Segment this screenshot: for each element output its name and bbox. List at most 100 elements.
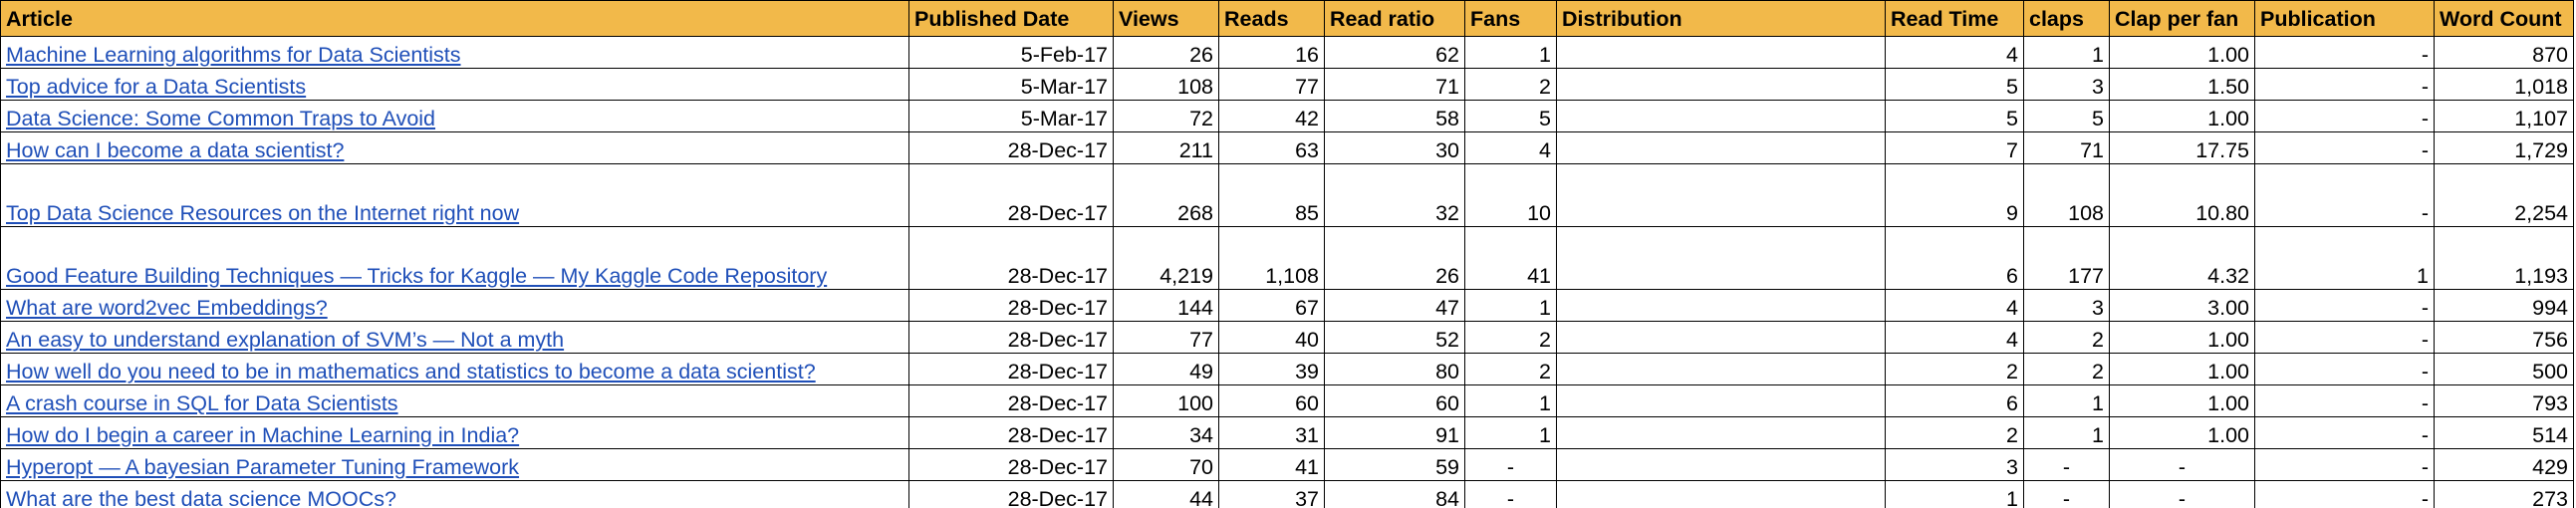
read-ratio-cell[interactable]: 60 — [1324, 384, 1465, 417]
views-cell[interactable]: 70 — [1113, 448, 1219, 481]
read-ratio-cell[interactable]: 84 — [1324, 480, 1465, 508]
reads-cell[interactable]: 42 — [1218, 100, 1325, 132]
claps-cell[interactable]: 5 — [2023, 100, 2110, 132]
published-date-cell[interactable]: 28-Dec-17 — [908, 226, 1114, 290]
publication-cell[interactable]: 1 — [2254, 226, 2435, 290]
views-cell[interactable]: 144 — [1113, 289, 1219, 322]
distribution-cell[interactable] — [1556, 448, 1886, 481]
published-date-cell[interactable]: 28-Dec-17 — [908, 416, 1114, 449]
distribution-cell[interactable] — [1556, 289, 1886, 322]
distribution-cell[interactable] — [1556, 384, 1886, 417]
reads-cell[interactable]: 63 — [1218, 131, 1325, 164]
read-ratio-cell[interactable]: 30 — [1324, 131, 1465, 164]
read-ratio-cell[interactable]: 59 — [1324, 448, 1465, 481]
article-link[interactable]: An easy to understand explanation of SVM… — [6, 328, 565, 352]
views-cell[interactable]: 100 — [1113, 384, 1219, 417]
distribution-cell[interactable] — [1556, 226, 1886, 290]
read-time-cell[interactable]: 2 — [1885, 416, 2024, 449]
column-header-read-ratio[interactable]: Read ratio — [1324, 0, 1465, 37]
publication-cell[interactable]: - — [2254, 448, 2435, 481]
column-header-read-time[interactable]: Read Time — [1885, 0, 2024, 37]
column-header-clap-per-fan[interactable]: Clap per fan — [2109, 0, 2255, 37]
published-date-cell[interactable]: 28-Dec-17 — [908, 321, 1114, 354]
fans-cell[interactable]: - — [1464, 480, 1557, 508]
clap-per-fan-cell[interactable]: 3.00 — [2109, 289, 2255, 322]
word-count-cell[interactable]: 514 — [2434, 416, 2574, 449]
reads-cell[interactable]: 16 — [1218, 36, 1325, 69]
article-link[interactable]: How well do you need to be in mathematic… — [6, 360, 816, 383]
views-cell[interactable]: 77 — [1113, 321, 1219, 354]
word-count-cell[interactable]: 1,729 — [2434, 131, 2574, 164]
views-cell[interactable]: 108 — [1113, 68, 1219, 101]
publication-cell[interactable]: - — [2254, 68, 2435, 101]
fans-cell[interactable]: 1 — [1464, 36, 1557, 69]
published-date-cell[interactable]: 28-Dec-17 — [908, 480, 1114, 508]
publication-cell[interactable]: - — [2254, 289, 2435, 322]
publication-cell[interactable]: - — [2254, 131, 2435, 164]
article-link[interactable]: A crash course in SQL for Data Scientist… — [6, 391, 398, 415]
clap-per-fan-cell[interactable]: - — [2109, 448, 2255, 481]
distribution-cell[interactable] — [1556, 416, 1886, 449]
distribution-cell[interactable] — [1556, 163, 1886, 227]
fans-cell[interactable]: 2 — [1464, 321, 1557, 354]
column-header-word-count[interactable]: Word Count — [2434, 0, 2574, 37]
read-time-cell[interactable]: 3 — [1885, 448, 2024, 481]
fans-cell[interactable]: 2 — [1464, 353, 1557, 385]
read-time-cell[interactable]: 5 — [1885, 68, 2024, 101]
clap-per-fan-cell[interactable]: 17.75 — [2109, 131, 2255, 164]
word-count-cell[interactable]: 429 — [2434, 448, 2574, 481]
read-ratio-cell[interactable]: 58 — [1324, 100, 1465, 132]
read-time-cell[interactable]: 2 — [1885, 353, 2024, 385]
claps-cell[interactable]: 1 — [2023, 384, 2110, 417]
published-date-cell[interactable]: 5-Mar-17 — [908, 68, 1114, 101]
views-cell[interactable]: 268 — [1113, 163, 1219, 227]
claps-cell[interactable]: 1 — [2023, 36, 2110, 69]
word-count-cell[interactable]: 1,193 — [2434, 226, 2574, 290]
word-count-cell[interactable]: 273 — [2434, 480, 2574, 508]
fans-cell[interactable]: 1 — [1464, 416, 1557, 449]
read-time-cell[interactable]: 6 — [1885, 384, 2024, 417]
views-cell[interactable]: 4,219 — [1113, 226, 1219, 290]
column-header-article[interactable]: Article — [0, 0, 909, 37]
column-header-publication[interactable]: Publication — [2254, 0, 2435, 37]
published-date-cell[interactable]: 28-Dec-17 — [908, 384, 1114, 417]
clap-per-fan-cell[interactable]: 1.00 — [2109, 384, 2255, 417]
read-time-cell[interactable]: 7 — [1885, 131, 2024, 164]
distribution-cell[interactable] — [1556, 321, 1886, 354]
word-count-cell[interactable]: 994 — [2434, 289, 2574, 322]
reads-cell[interactable]: 39 — [1218, 353, 1325, 385]
published-date-cell[interactable]: 28-Dec-17 — [908, 131, 1114, 164]
clap-per-fan-cell[interactable]: 1.00 — [2109, 36, 2255, 69]
article-link[interactable]: Top advice for a Data Scientists — [6, 75, 307, 99]
views-cell[interactable]: 72 — [1113, 100, 1219, 132]
distribution-cell[interactable] — [1556, 131, 1886, 164]
clap-per-fan-cell[interactable]: 1.00 — [2109, 321, 2255, 354]
column-header-distribution[interactable]: Distribution — [1556, 0, 1886, 37]
read-time-cell[interactable]: 6 — [1885, 226, 2024, 290]
claps-cell[interactable]: - — [2023, 480, 2110, 508]
views-cell[interactable]: 49 — [1113, 353, 1219, 385]
distribution-cell[interactable] — [1556, 36, 1886, 69]
read-ratio-cell[interactable]: 32 — [1324, 163, 1465, 227]
read-time-cell[interactable]: 4 — [1885, 36, 2024, 69]
reads-cell[interactable]: 60 — [1218, 384, 1325, 417]
claps-cell[interactable]: 71 — [2023, 131, 2110, 164]
article-link[interactable]: Good Feature Building Techniques — Trick… — [6, 264, 828, 288]
claps-cell[interactable]: 2 — [2023, 353, 2110, 385]
reads-cell[interactable]: 1,108 — [1218, 226, 1325, 290]
read-ratio-cell[interactable]: 80 — [1324, 353, 1465, 385]
published-date-cell[interactable]: 5-Feb-17 — [908, 36, 1114, 69]
read-ratio-cell[interactable]: 47 — [1324, 289, 1465, 322]
column-header-views[interactable]: Views — [1113, 0, 1219, 37]
reads-cell[interactable]: 37 — [1218, 480, 1325, 508]
publication-cell[interactable]: - — [2254, 321, 2435, 354]
claps-cell[interactable]: 108 — [2023, 163, 2110, 227]
read-time-cell[interactable]: 4 — [1885, 321, 2024, 354]
article-link[interactable]: Hyperopt — A bayesian Parameter Tuning F… — [6, 455, 520, 479]
claps-cell[interactable]: 2 — [2023, 321, 2110, 354]
reads-cell[interactable]: 40 — [1218, 321, 1325, 354]
clap-per-fan-cell[interactable]: 1.00 — [2109, 100, 2255, 132]
views-cell[interactable]: 211 — [1113, 131, 1219, 164]
read-time-cell[interactable]: 9 — [1885, 163, 2024, 227]
column-header-reads[interactable]: Reads — [1218, 0, 1325, 37]
